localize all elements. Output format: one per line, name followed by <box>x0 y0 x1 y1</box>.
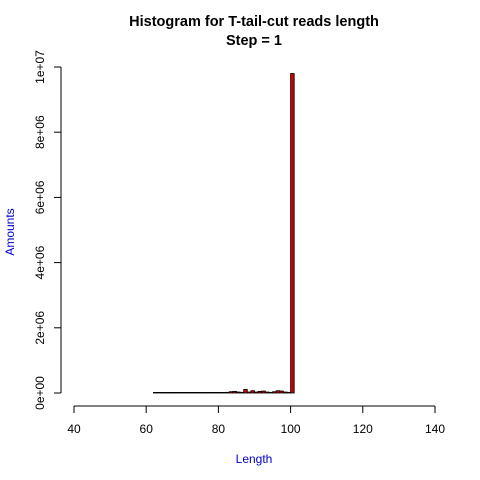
histogram-bar <box>250 390 255 394</box>
x-axis-label: Length <box>236 452 273 466</box>
histogram-bar <box>207 391 212 394</box>
y-tick-label: 8e+06 <box>33 115 47 149</box>
histogram-bar <box>257 390 263 394</box>
x-tick-label: 140 <box>425 422 445 436</box>
x-tick-label: 100 <box>281 422 301 436</box>
histogram-bar <box>196 391 201 394</box>
y-tick-label: 2e+06 <box>33 311 47 345</box>
y-tick-label: 4e+06 <box>33 245 47 279</box>
y-tick-label: 6e+06 <box>33 180 47 214</box>
histogram-bar <box>217 391 223 394</box>
histogram-bar <box>214 391 219 394</box>
histogram-bar <box>236 391 241 394</box>
x-tick-label: 120 <box>353 422 373 436</box>
histogram-bar <box>171 391 176 394</box>
histogram-bar <box>174 391 180 394</box>
bars-group <box>153 73 295 394</box>
histogram-bar <box>199 391 205 394</box>
y-axis-label: Amounts <box>3 208 17 255</box>
y-axis: 0e+00 2e+06 4e+06 6e+06 8e+06 1e+07 <box>33 50 62 410</box>
histogram-bar <box>178 391 183 394</box>
histogram-bar <box>290 73 295 394</box>
histogram-bar <box>232 390 237 394</box>
histogram-bar <box>153 391 158 394</box>
histogram-bar <box>228 391 234 394</box>
histogram-bar <box>225 391 230 394</box>
histogram-bar <box>272 391 277 394</box>
histogram-bar <box>185 391 190 394</box>
histogram-bar <box>243 389 248 394</box>
histogram-bar <box>221 391 227 394</box>
histogram-bar <box>203 391 208 394</box>
histogram-bar <box>279 390 284 394</box>
histogram-bar <box>163 391 169 394</box>
x-tick-label: 40 <box>67 422 81 436</box>
histogram-bar <box>160 391 165 394</box>
histogram-bar <box>181 391 187 394</box>
histogram-bar <box>246 391 252 394</box>
histogram-bar <box>264 391 270 394</box>
x-tick-label: 60 <box>140 422 154 436</box>
histogram-bar <box>282 391 288 394</box>
histogram-bar <box>167 391 172 394</box>
histogram-bar <box>275 390 281 394</box>
y-tick-label: 0e+00 <box>33 376 47 410</box>
histogram-bar <box>189 391 194 394</box>
y-tick-label: 1e+07 <box>33 50 47 84</box>
x-axis: 40 60 80 100 120 140 <box>67 405 445 436</box>
histogram-bar <box>268 391 273 394</box>
histogram-bar <box>192 391 198 394</box>
histogram-bar <box>254 391 259 394</box>
chart-title: Histogram for T-tail-cut reads length <box>129 14 379 30</box>
chart-subtitle: Step = 1 <box>226 33 282 49</box>
histogram-bar <box>156 391 162 394</box>
histogram-bar <box>239 391 245 394</box>
x-tick-label: 80 <box>212 422 226 436</box>
histogram-bar <box>261 390 266 394</box>
histogram-bar <box>210 391 216 394</box>
histogram-bar <box>286 391 291 394</box>
